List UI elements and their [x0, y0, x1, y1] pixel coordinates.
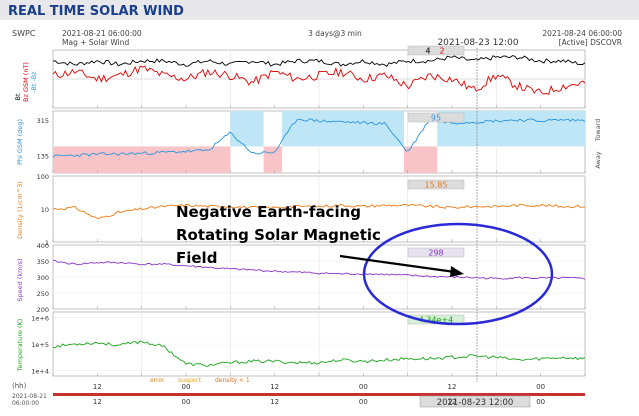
hour-tick-top-2: 12 [270, 383, 279, 391]
speed-series-line [52, 259, 586, 280]
page-title: REAL TIME SOLAR WIND [8, 4, 184, 19]
temp-ytick-1: 1e+5 [31, 341, 49, 349]
bottom-start-date: 2021-08-21 [12, 393, 47, 400]
density-ytick-1: 10 [41, 206, 49, 214]
hour-tick-top-0: 12 [93, 383, 102, 391]
temp-ytick-0: 1e+6 [31, 314, 49, 322]
density-axis-label: Density (1/cm^3) [16, 181, 24, 239]
annotation-line-2: Rotating Solar Magnetic [176, 226, 381, 244]
phi-away-label: Away [594, 151, 602, 168]
bottom-cursor-box[interactable] [419, 395, 531, 408]
phi-away-band-1 [282, 111, 404, 147]
hour-tick-bottom-1: 00 [182, 398, 191, 406]
temp-readout: 4.34e+4 [419, 316, 454, 325]
phi-series-line [52, 118, 586, 158]
time-axis: (hh) error suspect density < 1 2021-08-2… [12, 377, 585, 408]
temp-ytick-2: 1e+4 [31, 368, 49, 376]
hour-tick-top-5: 00 [536, 383, 545, 391]
phi-away-band-0 [230, 111, 264, 147]
speed-axis-label: Speed (km/s) [16, 258, 24, 301]
bt-readout: 4 [425, 47, 430, 56]
speed-ytick-4: 200 [37, 306, 49, 314]
hour-tick-top-1: 00 [182, 383, 191, 391]
phi-readout: 95 [431, 114, 441, 123]
cursor-time: 2021-08-23 12:00 [437, 38, 518, 48]
speed-ytick-3: 250 [37, 290, 49, 298]
annotation-line-3: Field [176, 249, 217, 267]
speed-readout-box [407, 247, 465, 258]
legend-error: error [150, 377, 165, 384]
hour-tick-bottom-5: 00 [536, 398, 545, 406]
highlight-ellipse [362, 222, 554, 326]
bottom-start-clock: 06:00:00 [12, 400, 39, 407]
phi-toward-band-2 [403, 146, 438, 173]
annotation-line-1: Negative Earth-facing [176, 203, 361, 221]
density-ytick-2: 1 [45, 239, 49, 247]
temp-axis-label: Temperature (K) [16, 319, 24, 373]
mag-extra-axis-label: -Bt -Bz [30, 71, 38, 93]
hour-tick-bottom-2: 12 [270, 398, 279, 406]
start-time: 2021-08-21 06:00:00 [62, 29, 142, 38]
bt-axis-label: Bt [14, 93, 22, 100]
phi-ytick-0: 315 [37, 117, 49, 125]
phi-ytick-1: 135 [37, 152, 49, 160]
annotation-arrow-shaft [339, 254, 456, 274]
hour-tick-bottom-0: 12 [93, 398, 102, 406]
mag-readout-box [407, 45, 465, 56]
temp-readout-box [407, 314, 465, 325]
phi-axis-label: Phi GSM (deg) [16, 119, 24, 165]
speed-ytick-0: 400 [37, 242, 49, 250]
source-label: SWPC [12, 29, 36, 38]
bz-axis-label: Bz GSM (nT) [22, 62, 30, 102]
speed-readout: 298 [428, 249, 443, 258]
hh-label: (hh) [12, 382, 27, 390]
temp-series-line [52, 340, 586, 367]
phi-toward-band-0 [53, 146, 231, 173]
phi-toward-label: Toward [594, 119, 602, 143]
hour-tick-top-4: 12 [448, 383, 457, 391]
legend-suspect: suspect [178, 377, 202, 384]
density-readout: 15.85 [425, 181, 448, 190]
annotation-arrow-head [450, 266, 464, 277]
density-series-line [52, 203, 586, 220]
annotation: Negative Earth-facing Rotating Solar Mag… [176, 203, 554, 326]
bz-readout: 2 [439, 47, 444, 56]
hour-tick-top-3: 00 [359, 383, 368, 391]
phi-readout-box [407, 112, 465, 123]
speed-ytick-1: 350 [37, 258, 49, 266]
legend-density: density < 1 [215, 377, 250, 384]
bz-series-line [52, 65, 586, 96]
title-bar [0, 0, 639, 20]
hour-tick-bottom-3: 00 [359, 398, 368, 406]
speed-ytick-2: 300 [37, 274, 49, 282]
bottom-cursor-time: 2021-08-23 12:00 [437, 398, 514, 408]
subtitle: Mag + Solar Wind [62, 38, 129, 47]
status-label: [Active] DSCOVR [559, 38, 622, 47]
density-ytick-0: 100 [37, 173, 49, 181]
time-slider-track[interactable] [53, 393, 585, 396]
end-time: 2021-08-24 06:00:00 [542, 29, 622, 38]
phi-toward-band-1 [263, 146, 283, 173]
span-label: 3 days@3 min [308, 29, 362, 38]
hour-tick-bottom-4: 12 [448, 398, 457, 406]
bt-series-line [52, 55, 586, 68]
density-readout-box [407, 179, 465, 190]
